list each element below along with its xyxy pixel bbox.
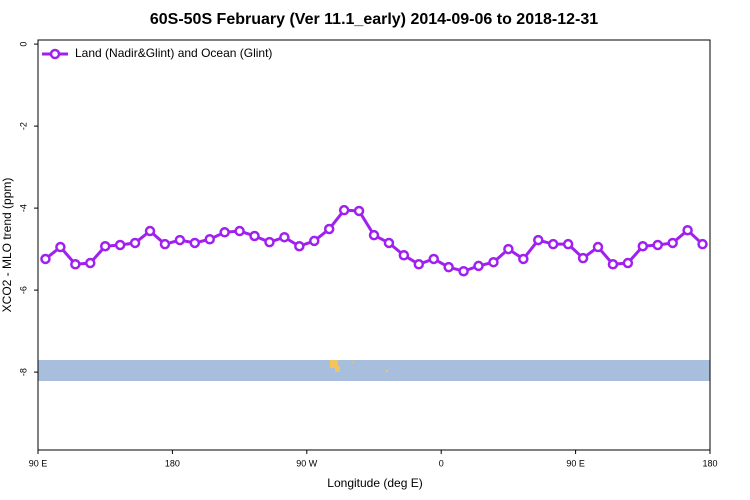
point bbox=[637, 240, 649, 252]
y-axis-label: XCO2 - MLO trend (ppm) bbox=[0, 178, 14, 313]
y-tick-label: -8 bbox=[18, 368, 28, 376]
legend-marker bbox=[49, 48, 61, 60]
x-tick-label: 180 bbox=[165, 458, 180, 468]
point bbox=[204, 234, 215, 245]
point bbox=[697, 238, 708, 250]
plot-frame bbox=[37, 39, 711, 451]
y-tick-label: -2 bbox=[18, 122, 28, 130]
x-tick-label: 90 W bbox=[296, 458, 318, 468]
point bbox=[234, 225, 245, 237]
y-tick-label: -6 bbox=[18, 286, 28, 294]
x-axis-label: Longitude (deg E) bbox=[327, 476, 422, 490]
y-tick-label: 0 bbox=[18, 42, 28, 47]
point bbox=[279, 231, 290, 243]
point bbox=[622, 257, 634, 269]
y-tick-label: -4 bbox=[18, 204, 28, 212]
point bbox=[398, 250, 410, 261]
point bbox=[682, 224, 693, 236]
point bbox=[413, 259, 425, 270]
point bbox=[85, 257, 96, 269]
map-strip bbox=[38, 360, 710, 381]
point bbox=[219, 227, 230, 238]
point bbox=[323, 223, 335, 235]
point bbox=[114, 239, 126, 251]
point bbox=[159, 238, 171, 250]
point bbox=[488, 256, 499, 268]
point bbox=[503, 243, 514, 255]
point bbox=[533, 234, 544, 246]
point bbox=[144, 225, 156, 237]
point bbox=[547, 238, 559, 250]
point bbox=[518, 253, 529, 265]
x-tick-label: 180 bbox=[702, 458, 717, 468]
legend-label: Land (Nadir&Glint) and Ocean (Glint) bbox=[75, 46, 272, 60]
point bbox=[309, 235, 320, 247]
point bbox=[249, 230, 260, 242]
point bbox=[368, 229, 380, 241]
point bbox=[129, 237, 141, 249]
point bbox=[338, 204, 350, 216]
x-tick-label: 90 E bbox=[29, 458, 48, 468]
point bbox=[667, 237, 678, 249]
point bbox=[264, 236, 275, 248]
point bbox=[473, 260, 484, 272]
point bbox=[458, 265, 469, 277]
x-tick-label: 90 E bbox=[566, 458, 585, 468]
point bbox=[592, 241, 604, 253]
point bbox=[70, 259, 81, 270]
land-dots bbox=[330, 360, 388, 372]
point bbox=[353, 205, 365, 217]
point bbox=[55, 241, 66, 253]
point bbox=[99, 240, 111, 252]
point bbox=[294, 240, 305, 252]
point bbox=[577, 252, 589, 264]
point bbox=[562, 238, 574, 250]
x-tick-label: 0 bbox=[439, 458, 444, 468]
point bbox=[40, 253, 51, 265]
chart-title: 60S-50S February (Ver 11.1_early) 2014-0… bbox=[150, 11, 598, 28]
point bbox=[428, 253, 439, 265]
series-line bbox=[44, 208, 704, 273]
point bbox=[607, 259, 619, 270]
point bbox=[174, 234, 186, 246]
point bbox=[652, 239, 663, 251]
point bbox=[383, 237, 395, 249]
point bbox=[189, 237, 201, 249]
point bbox=[443, 261, 454, 273]
